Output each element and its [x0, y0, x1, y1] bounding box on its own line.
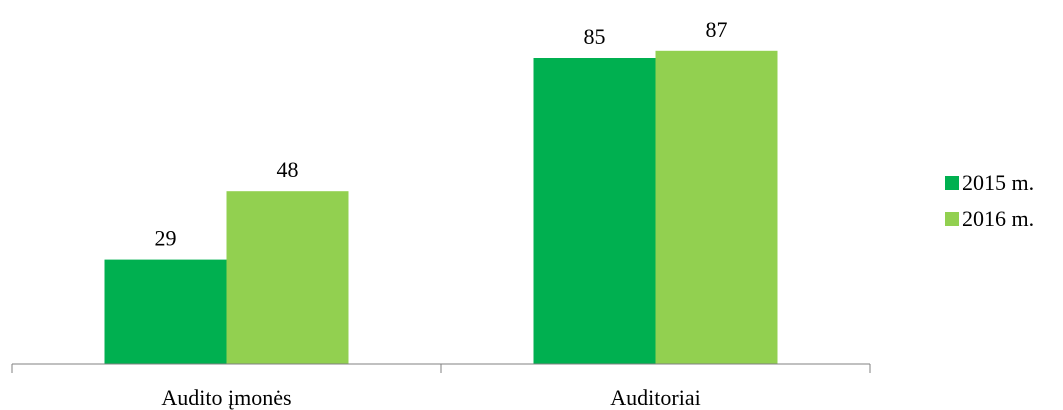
data-label: 85: [584, 24, 606, 49]
legend-swatch: [945, 212, 959, 226]
x-tick-label: Audito įmonės: [161, 385, 291, 410]
bars-layer: [104, 50, 778, 365]
legend-label: 2015 m.: [962, 170, 1034, 195]
legend-label: 2016 m.: [962, 206, 1034, 231]
bar-0-1: [226, 191, 349, 364]
data-labels-layer: 29 48 85 87: [155, 17, 728, 251]
data-label: 29: [155, 226, 177, 251]
bar-1-0: [533, 58, 656, 364]
bar-0-0: [104, 259, 227, 364]
legend: 2015 m. 2016 m.: [945, 170, 1034, 231]
bar-1-1: [655, 50, 778, 365]
x-axis: Audito įmonės Auditoriai: [11, 363, 871, 410]
x-tick-label: Auditoriai: [610, 385, 700, 410]
data-label: 87: [706, 17, 728, 42]
legend-swatch: [945, 176, 959, 190]
data-label: 48: [277, 157, 299, 182]
